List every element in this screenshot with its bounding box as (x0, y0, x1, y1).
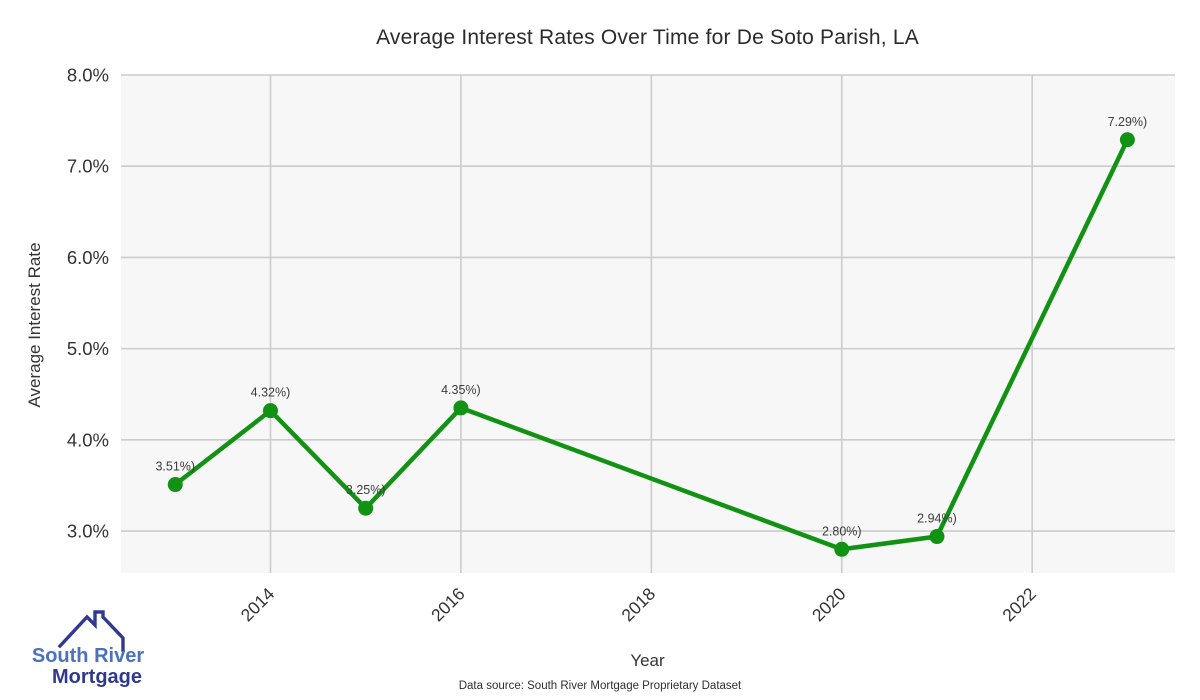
plot-background (121, 75, 1175, 573)
data-point (358, 500, 374, 516)
y-tick-label: 5.0% (67, 338, 109, 359)
x-tick-label: 2016 (427, 584, 469, 626)
data-point-label: 3.51%) (155, 460, 195, 474)
y-axis-title: Average Interest Rate (25, 242, 44, 408)
y-tick-label: 6.0% (67, 247, 109, 268)
x-tick-label: 2014 (237, 584, 279, 626)
y-tick-label: 7.0% (67, 156, 109, 177)
data-point-label: 3.25%) (346, 483, 386, 497)
data-point-label: 7.29%) (1108, 115, 1148, 129)
x-tick-label: 2022 (998, 584, 1040, 626)
chart-title: Average Interest Rates Over Time for De … (376, 26, 919, 49)
logo-house-icon (57, 610, 125, 652)
data-point-label: 2.80%) (822, 524, 862, 538)
logo-text-line2: Mortgage (52, 666, 142, 688)
data-point (262, 403, 278, 419)
data-source-caption: Data source: South River Mortgage Propri… (458, 680, 742, 692)
data-point (834, 541, 850, 557)
data-point (453, 400, 469, 416)
x-tick-label: 2020 (808, 584, 850, 626)
y-tick-label: 4.0% (67, 429, 109, 450)
x-tick-label: 2018 (617, 584, 659, 626)
y-tick-label: 8.0% (67, 65, 109, 86)
data-point (167, 477, 183, 493)
x-axis-title: Year (630, 651, 665, 670)
data-point-label: 4.35%) (441, 383, 481, 397)
logo: South River Mortgage (32, 610, 144, 688)
data-point-label: 2.94%) (917, 512, 957, 526)
data-point (929, 529, 945, 545)
logo-text-line1: South River (32, 645, 144, 667)
data-point (1119, 132, 1135, 148)
data-point-label: 4.32%) (251, 386, 291, 400)
y-tick-label: 3.0% (67, 521, 109, 542)
